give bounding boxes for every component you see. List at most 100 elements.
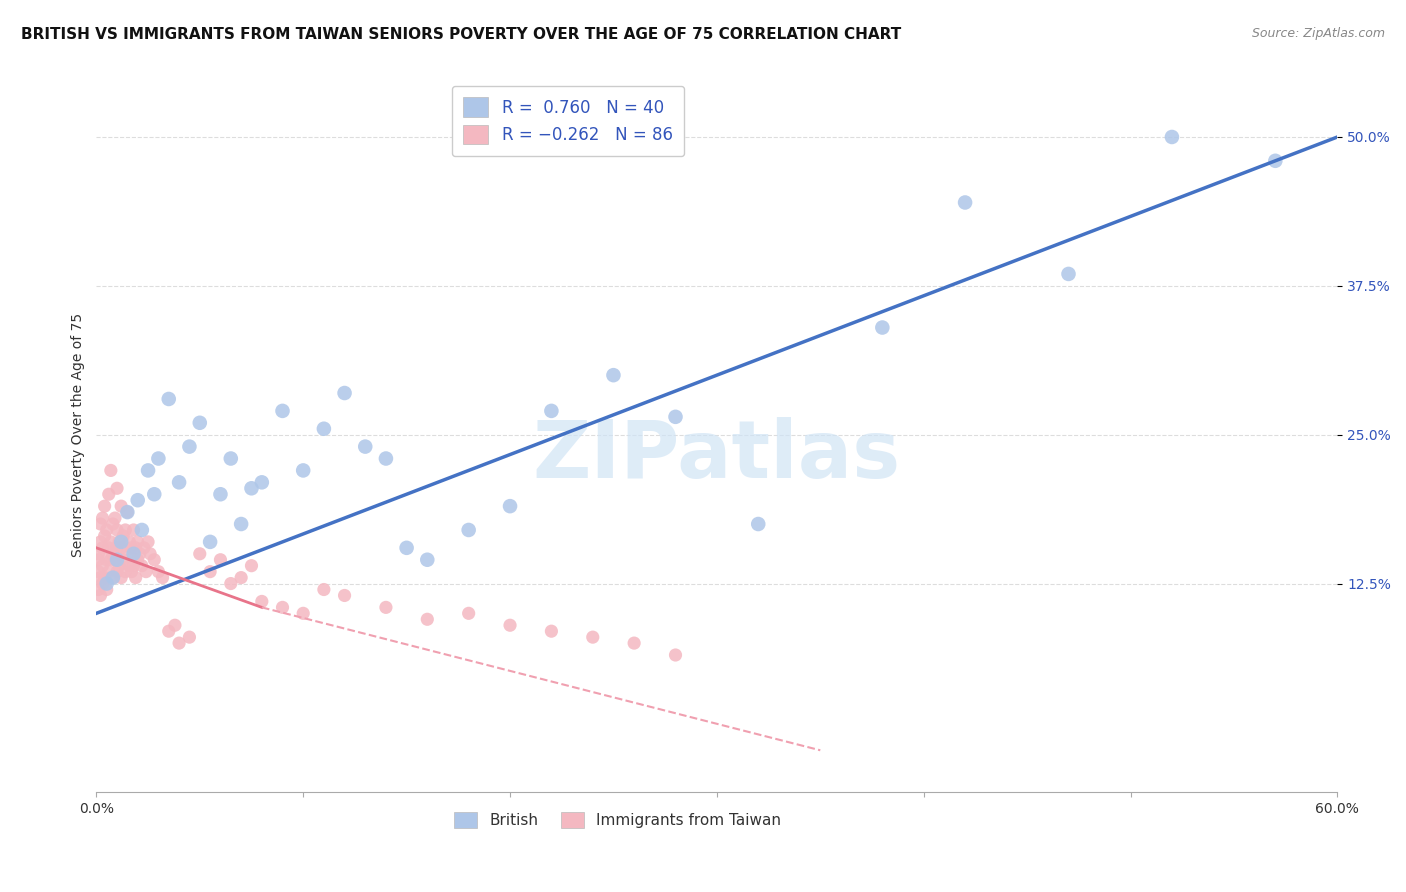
Point (292, 607, 315, 621)
Point (457, 607, 479, 621)
Point (395, 541, 418, 555)
Point (143, 487, 166, 501)
Point (127, 493, 149, 508)
Point (89, 571, 111, 585)
Point (139, 547, 162, 561)
Point (250, 475, 273, 490)
Point (271, 404, 294, 418)
Point (96, 523, 118, 537)
Point (602, 368, 624, 383)
Point (231, 516, 253, 531)
Point (664, 648, 686, 662)
Point (312, 582, 335, 597)
Point (219, 576, 242, 591)
Point (110, 571, 132, 585)
Point (143, 553, 166, 567)
Point (101, 516, 124, 531)
Point (333, 589, 356, 603)
Point (198, 565, 221, 579)
Text: BRITISH VS IMMIGRANTS FROM TAIWAN SENIORS POVERTY OVER THE AGE OF 75 CORRELATION: BRITISH VS IMMIGRANTS FROM TAIWAN SENIOR… (21, 27, 901, 42)
Point (1161, 130, 1184, 145)
Point (91, 558, 114, 573)
Point (124, 571, 146, 585)
Point (163, 618, 186, 632)
Point (87, 547, 110, 561)
Point (240, 558, 263, 573)
Point (117, 505, 139, 519)
Point (118, 534, 141, 549)
Point (333, 386, 356, 401)
Point (231, 571, 253, 585)
Point (91, 541, 114, 555)
Point (1264, 153, 1286, 168)
Point (136, 534, 159, 549)
Point (105, 553, 128, 567)
Point (416, 553, 439, 567)
Point (271, 600, 294, 615)
Point (101, 547, 124, 561)
Point (101, 571, 124, 585)
Point (89, 534, 111, 549)
Point (100, 463, 122, 477)
Point (100, 534, 122, 549)
Point (250, 594, 273, 608)
Point (100, 553, 122, 567)
Point (219, 451, 242, 466)
Point (114, 523, 136, 537)
Point (91, 511, 114, 525)
Text: Source: ZipAtlas.com: Source: ZipAtlas.com (1251, 27, 1385, 40)
Point (157, 624, 180, 639)
Point (240, 481, 263, 495)
Point (87, 553, 110, 567)
Point (96, 553, 118, 567)
Point (105, 481, 128, 495)
Point (105, 541, 128, 555)
Point (105, 523, 128, 537)
Point (97, 541, 120, 555)
Point (101, 571, 124, 585)
Point (110, 534, 132, 549)
Point (374, 451, 396, 466)
Point (89, 516, 111, 531)
Point (152, 571, 174, 585)
Legend: British, Immigrants from Taiwan: British, Immigrants from Taiwan (449, 806, 787, 834)
Point (354, 440, 377, 454)
Point (127, 534, 149, 549)
Point (108, 558, 131, 573)
Point (136, 463, 159, 477)
Y-axis label: Seniors Poverty Over the Age of 75: Seniors Poverty Over the Age of 75 (72, 312, 86, 557)
Point (104, 511, 127, 525)
Point (582, 630, 605, 644)
Point (112, 553, 135, 567)
Point (292, 463, 315, 477)
Point (91, 576, 114, 591)
Point (872, 320, 894, 334)
Point (198, 534, 221, 549)
Point (97, 565, 120, 579)
Point (96, 576, 118, 591)
Point (747, 516, 769, 531)
Point (117, 547, 139, 561)
Point (122, 547, 145, 561)
Point (87, 565, 110, 579)
Point (953, 195, 976, 210)
Point (1057, 267, 1080, 281)
Point (122, 558, 145, 573)
Point (112, 529, 135, 543)
Point (623, 636, 645, 650)
Point (93, 499, 115, 513)
Point (118, 558, 141, 573)
Point (89, 589, 111, 603)
Point (457, 523, 479, 537)
Point (110, 499, 132, 513)
Point (97, 487, 120, 501)
Point (209, 487, 232, 501)
Point (87, 582, 110, 597)
Point (148, 565, 170, 579)
Point (117, 505, 139, 519)
Point (209, 553, 232, 567)
Point (121, 541, 143, 555)
Point (167, 636, 190, 650)
Point (124, 541, 146, 555)
Point (108, 534, 131, 549)
